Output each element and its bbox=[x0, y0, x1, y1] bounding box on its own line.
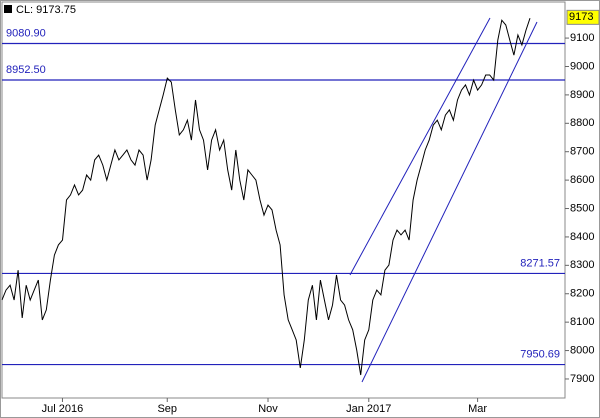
level-label: 9080.90 bbox=[6, 27, 46, 39]
x-tick-label: Nov bbox=[258, 403, 278, 415]
y-tick-label: 8700 bbox=[570, 146, 594, 158]
y-tick-label: 8400 bbox=[570, 231, 594, 243]
y-tick-label: 8800 bbox=[570, 117, 594, 129]
y-tick-label: 7900 bbox=[570, 373, 594, 385]
plot-area bbox=[1, 1, 566, 399]
y-tick-label: 8000 bbox=[570, 344, 594, 356]
last-price-label: 9173 bbox=[569, 11, 593, 23]
y-tick-label: 8600 bbox=[570, 174, 594, 186]
last-price-box bbox=[566, 9, 600, 25]
x-tick-label: Sep bbox=[157, 403, 177, 415]
x-tick-label: Jan 2017 bbox=[346, 403, 391, 415]
y-tick-label: 8500 bbox=[570, 202, 594, 214]
price-line bbox=[1, 18, 531, 376]
y-tick-label: 9100 bbox=[570, 32, 594, 44]
y-tick-label: 9000 bbox=[570, 60, 594, 72]
level-label: 8952.50 bbox=[6, 64, 46, 76]
level-label: 8271.57 bbox=[520, 257, 560, 269]
x-tick-label: Mar bbox=[468, 403, 487, 415]
x-tick-label: Jul 2016 bbox=[42, 403, 84, 415]
header: CL: 9173.75 bbox=[16, 4, 76, 16]
channel-lower bbox=[361, 21, 538, 383]
y-tick-label: 8200 bbox=[570, 288, 594, 300]
header-icon bbox=[4, 5, 12, 13]
y-tick-label: 8900 bbox=[570, 89, 594, 101]
channel-upper bbox=[349, 17, 491, 276]
level-label: 7950.69 bbox=[520, 348, 560, 360]
y-tick-label: 8100 bbox=[570, 316, 594, 328]
y-tick-label: 8300 bbox=[570, 259, 594, 271]
